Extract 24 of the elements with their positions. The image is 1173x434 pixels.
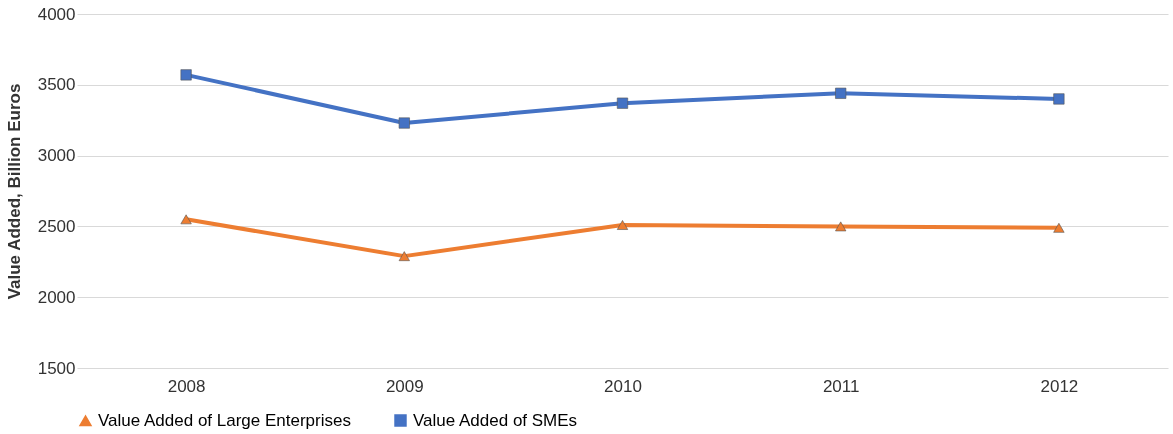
y-tick-label: 3500 <box>37 75 76 95</box>
point <box>1053 222 1065 233</box>
legend-label: Value Added of Large Enterprises <box>98 410 351 430</box>
point <box>835 221 847 232</box>
x-tick-label: 2008 <box>167 376 206 396</box>
point <box>398 117 410 129</box>
point <box>616 220 629 230</box>
x-tick-label: 2011 <box>822 376 860 396</box>
point <box>616 97 629 109</box>
y-axis-title: Value Added, Billion Euros <box>4 83 24 300</box>
point <box>180 214 192 225</box>
point <box>398 251 410 261</box>
x-tick-label: 2009 <box>385 376 424 396</box>
point <box>835 87 847 99</box>
y-tick-label: 4000 <box>37 4 76 24</box>
y-tick-label: 2500 <box>37 216 76 236</box>
point <box>180 69 192 81</box>
y-tick-label: 1500 <box>37 358 76 378</box>
y-tick-label: 3000 <box>37 146 76 166</box>
x-tick-label: 2010 <box>604 376 642 396</box>
y-tick-label: 2000 <box>37 287 76 307</box>
legend-label: Value Added of SMEs <box>413 410 578 430</box>
point <box>1053 93 1065 105</box>
x-tick-label: 2012 <box>1040 376 1079 396</box>
